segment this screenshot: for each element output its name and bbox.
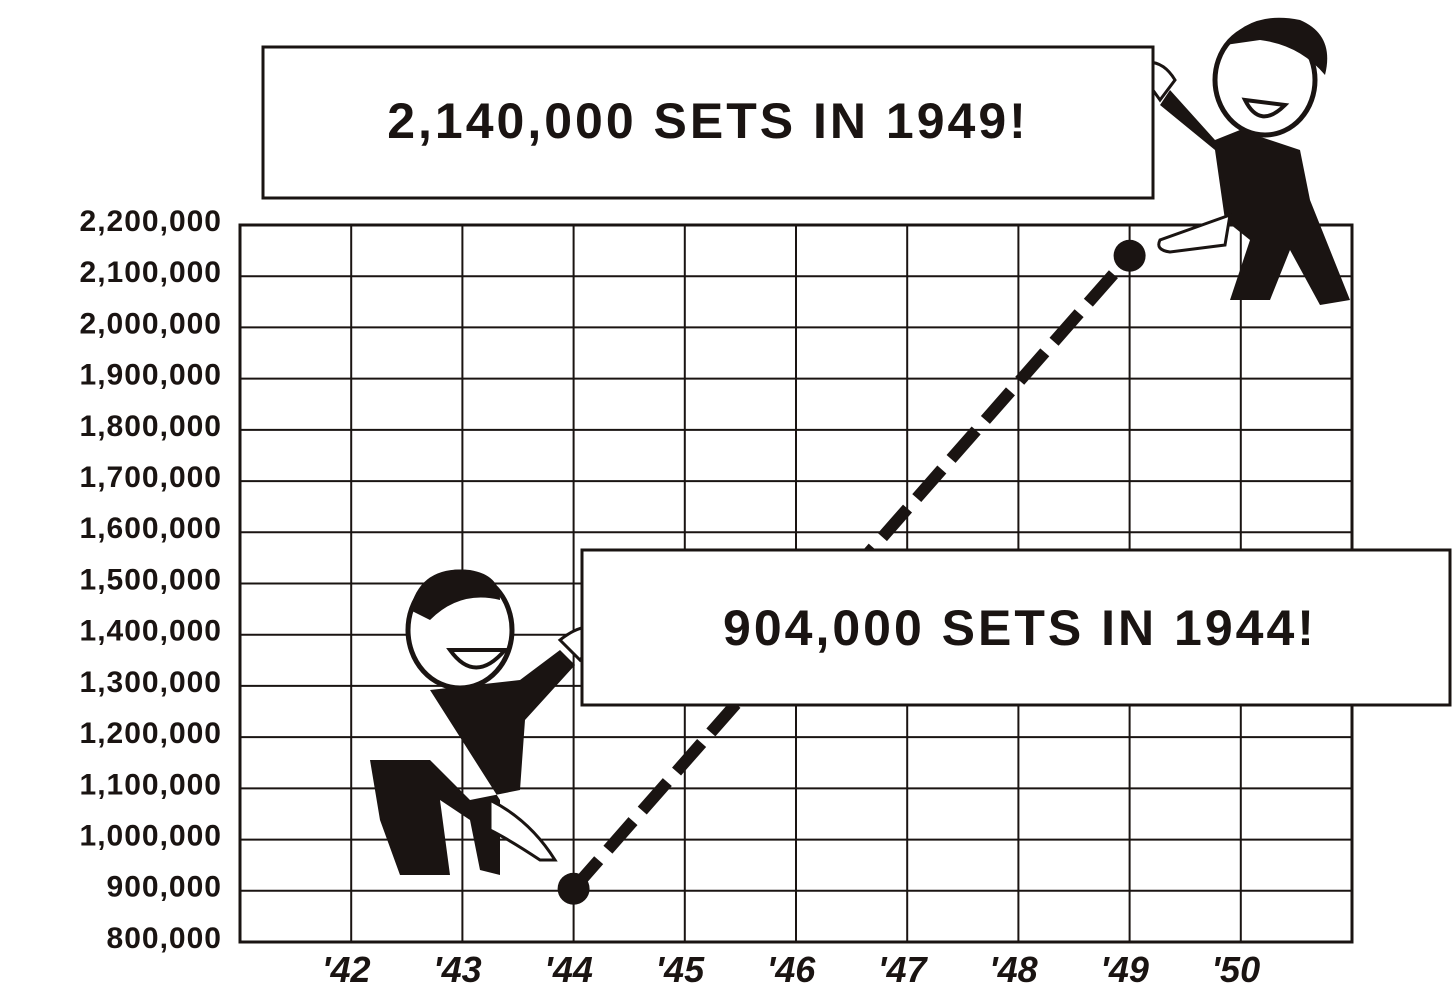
x-tick-label: '47 [878, 949, 929, 987]
data-point [1114, 240, 1146, 272]
page: {"chart_data": {"type": "line", "annotat… [0, 0, 1452, 987]
chart: 2,140,000 SETS IN 1949! 904,000 SETS IN … [0, 0, 1452, 987]
y-tick-label: 2,000,000 [80, 307, 222, 340]
x-tick-label: '44 [544, 949, 593, 987]
y-tick-label: 1,900,000 [80, 359, 222, 392]
cartoon-man [1135, 18, 1350, 305]
y-tick-label: 800,000 [107, 922, 222, 955]
y-tick-label: 1,600,000 [80, 512, 222, 545]
x-tick-label: '43 [433, 949, 482, 987]
y-tick-label: 1,700,000 [80, 461, 222, 494]
y-tick-label: 1,500,000 [80, 563, 222, 596]
y-tick-label: 1,000,000 [80, 819, 222, 852]
y-tick-label: 2,200,000 [80, 205, 222, 238]
y-tick-label: 1,800,000 [80, 410, 222, 443]
x-tick-label: '49 [1100, 949, 1149, 987]
y-tick-label: 1,100,000 [80, 768, 222, 801]
data-point [558, 873, 590, 905]
annotation: 904,000 SETS IN 1944! [723, 600, 1317, 656]
y-tick-label: 1,400,000 [80, 615, 222, 648]
annotation: 2,140,000 SETS IN 1949! [387, 93, 1029, 149]
y-tick-label: 2,100,000 [80, 256, 222, 289]
x-tick-label: '46 [767, 949, 817, 987]
x-tick-label: '42 [322, 949, 371, 987]
x-tick-label: '48 [989, 949, 1038, 987]
x-tick-label: '45 [655, 949, 705, 987]
y-tick-label: 900,000 [107, 871, 222, 904]
y-tick-label: 1,200,000 [80, 717, 222, 750]
y-tick-label: 1,300,000 [80, 666, 222, 699]
cartoon-man [370, 570, 605, 876]
x-tick-label: '50 [1211, 949, 1260, 987]
